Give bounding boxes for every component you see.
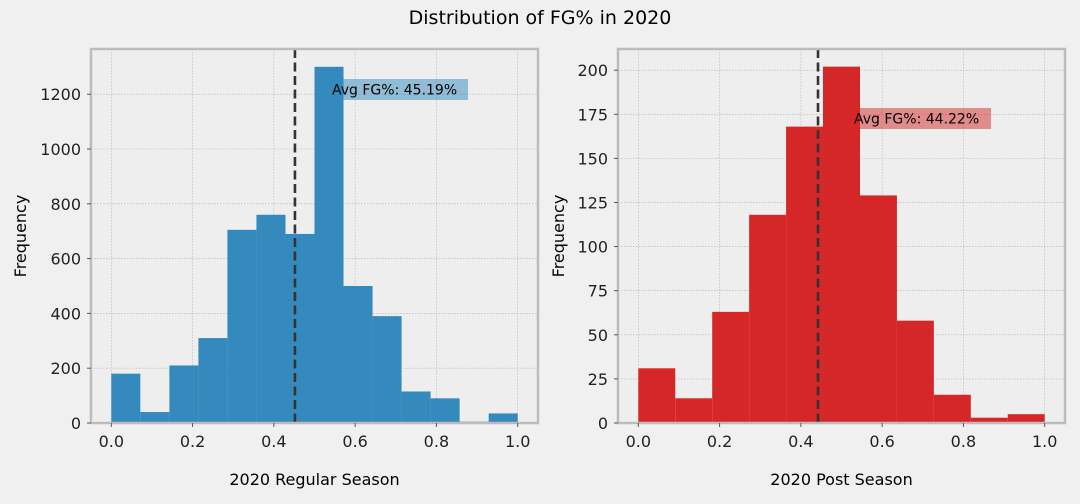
y-tick-label: 175: [577, 105, 608, 124]
x-axis-label: 2020 Post Season: [770, 470, 912, 489]
y-tick-label: 100: [577, 238, 608, 257]
x-tick-label: 0.2: [180, 432, 205, 451]
y-tick-label: 50: [588, 326, 608, 345]
histogram-bar: [314, 66, 344, 424]
y-tick-label: 75: [588, 282, 608, 301]
x-tick-label: 0.8: [424, 432, 449, 451]
histogram-bar: [1007, 414, 1045, 423]
x-tick-label: 0.8: [951, 432, 976, 451]
y-tick-label: 25: [588, 370, 608, 389]
x-axis-label: 2020 Regular Season: [229, 470, 399, 489]
histogram-bar: [401, 391, 431, 423]
histogram-bar: [933, 394, 971, 423]
x-tick-label: 0.4: [788, 432, 813, 451]
histogram-bar: [896, 320, 934, 423]
histogram-bar: [712, 311, 750, 423]
histogram-bar: [638, 368, 676, 423]
y-tick-label: 0: [71, 414, 81, 433]
y-tick-label: 800: [50, 195, 81, 214]
x-tick-label: 0.4: [261, 432, 286, 451]
x-tick-label: 0.2: [707, 432, 732, 451]
histogram-bar: [256, 214, 286, 423]
histogram-bar: [488, 413, 518, 423]
histogram-bar: [749, 214, 787, 423]
figure-title: Distribution of FG% in 2020: [408, 7, 672, 29]
annotation-text: Avg FG%: 45.19%: [332, 83, 457, 99]
histogram-bar: [859, 195, 897, 423]
histogram-bars: [111, 66, 518, 424]
subplot-1: Avg FG%: 45.19% 0.0 0.2 0.4 0.6 0.8 1.0 0 200 400…: [11, 47, 540, 489]
axes-frame: [89, 47, 540, 425]
x-tick-label: 1.0: [505, 432, 530, 451]
y-tick-label: 600: [50, 250, 81, 269]
subplot-2: Avg FG%: 44.22% 0.0 0.2 0.4 0.6 0.8 1.0 0 25 50 75…: [549, 47, 1067, 489]
y-tick-label: 1000: [40, 140, 81, 159]
histogram-bars: [638, 66, 1045, 423]
y-tick-label: 150: [577, 149, 608, 168]
y-tick-label: 400: [50, 304, 81, 323]
x-tick-label: 0.6: [869, 432, 894, 451]
histogram-bar: [140, 412, 170, 423]
histogram-bar: [430, 398, 460, 423]
x-tick-label: 0.0: [99, 432, 124, 451]
y-tick-label: 125: [577, 193, 608, 212]
y-axis-label: Frequency: [11, 195, 30, 278]
y-tick-label: 0: [598, 414, 608, 433]
histogram-bar: [675, 398, 713, 423]
annotation-text: Avg FG%: 44.22%: [854, 112, 979, 128]
x-tick-label: 0.0: [626, 432, 651, 451]
histogram-bar: [169, 365, 199, 423]
y-axis-label: Frequency: [549, 195, 568, 278]
annotation-box: [328, 79, 468, 100]
x-tick-label: 0.6: [342, 432, 367, 451]
histogram-bar: [198, 338, 228, 423]
y-tick-label: 1200: [40, 85, 81, 104]
histogram-bar: [227, 229, 257, 423]
axes-frame: [616, 47, 1067, 425]
histogram-bar: [343, 286, 373, 423]
y-tick-label: 200: [577, 61, 608, 80]
annotation-box: [850, 108, 991, 129]
histogram-bar: [111, 373, 141, 423]
x-tick-label: 1.0: [1032, 432, 1057, 451]
histogram-bar: [372, 316, 402, 423]
histogram-bar: [285, 233, 315, 423]
histogram-bar: [970, 417, 1008, 423]
y-tick-label: 200: [50, 359, 81, 378]
